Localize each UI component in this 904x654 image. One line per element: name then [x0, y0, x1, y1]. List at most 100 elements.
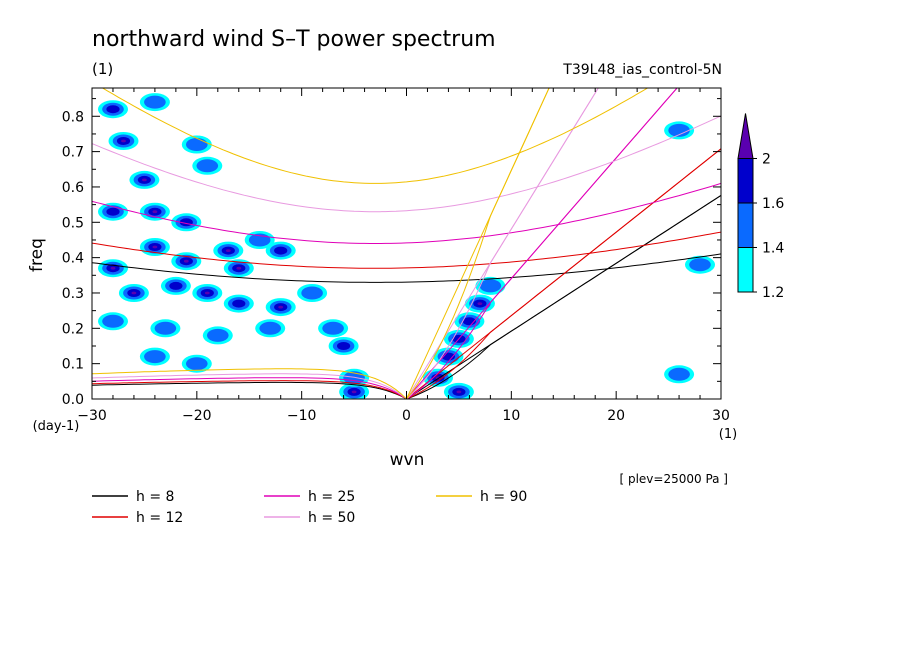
dispersion-curves [92, 88, 721, 399]
curve-group-h8 [92, 194, 721, 399]
power-blob [464, 294, 495, 313]
power-contour-level [183, 259, 189, 263]
x-axis-unit: (1) [719, 427, 737, 442]
legend: h = 8 h = 12 h = 25 h = 50 h = 90 [92, 489, 527, 526]
inertia-gravity-curve [92, 115, 721, 213]
mrg-curve [406, 194, 721, 399]
rossby-curve [92, 381, 407, 399]
mrg-curve [406, 88, 599, 399]
x-tick-label: 30 [712, 408, 730, 424]
power-blob [139, 347, 170, 366]
power-contour-level [689, 258, 711, 272]
colorbar-label: 1.2 [762, 285, 784, 301]
power-blob [139, 93, 170, 112]
chart-subtitle-left: (1) [92, 60, 113, 78]
chart-subtitle-right: T39L48_ias_control-5N [562, 62, 722, 78]
legend-label: h = 8 [136, 489, 174, 505]
y-tick-label: 0.6 [62, 180, 84, 196]
legend-item: h = 25 [264, 489, 355, 505]
power-contour-level [207, 328, 229, 342]
power-contour-level [668, 367, 690, 381]
y-tick-label: 0.0 [62, 392, 84, 408]
power-contour-level [477, 302, 483, 305]
curve-group-h12 [92, 148, 721, 399]
legend-item: h = 8 [92, 489, 174, 505]
power-blob [255, 319, 286, 338]
power-contour-level [142, 178, 147, 182]
power-contour-level [259, 321, 282, 335]
power-blob [318, 319, 349, 338]
power-contour-level [152, 245, 158, 249]
power-blob [265, 241, 296, 260]
plot-frame [91, 87, 722, 400]
curve-group-h25 [92, 88, 721, 399]
power-contour-level [225, 249, 231, 253]
legend-item: h = 90 [436, 489, 527, 505]
legend-label: h = 90 [480, 489, 527, 505]
y-tick-label: 0.8 [62, 109, 84, 125]
power-contour-level [337, 342, 351, 350]
power-contour-level [186, 138, 208, 151]
power-blob [98, 259, 128, 278]
y-tick-label: 0.1 [62, 357, 84, 373]
power-blob [171, 252, 202, 271]
y-tick-label: 0.7 [62, 145, 84, 161]
x-tick-label: 10 [502, 408, 520, 424]
power-blob [181, 354, 212, 373]
power-contour-level [131, 291, 137, 295]
rossby-curve [92, 368, 407, 399]
power-contour-level [278, 305, 284, 309]
power-contour-level [301, 286, 323, 300]
colorbar: 1.2 1.4 1.6 2 [737, 113, 784, 301]
power-contour-level [144, 350, 166, 364]
y-tick-label: 0.4 [62, 251, 84, 267]
inertia-gravity-curve [92, 231, 721, 269]
x-tick-label: 0 [402, 408, 411, 424]
colorbar-extension [737, 113, 754, 159]
legend-label: h = 50 [308, 510, 355, 526]
power-blob [192, 284, 223, 302]
power-blob [664, 121, 695, 140]
power-contour-level [456, 390, 462, 394]
inertia-gravity-curve [101, 88, 649, 184]
power-contour-level [236, 266, 242, 270]
power-blob [98, 202, 128, 221]
y-tick-label: 0.5 [62, 215, 84, 231]
power-contour-level [479, 279, 502, 293]
power-contour-level [152, 210, 158, 214]
y-tick-label: 0.2 [62, 321, 84, 337]
rossby-curve [92, 373, 407, 399]
colorbar-label: 1.4 [762, 241, 784, 257]
power-contour-level [322, 321, 344, 335]
y-axis-unit: (day-1) [33, 419, 80, 434]
power-contour-level [274, 246, 288, 255]
power-contour-level [144, 95, 166, 109]
power-blob [202, 326, 233, 345]
power-contour-level [102, 314, 124, 328]
power-blob [192, 156, 223, 175]
legend-label: h = 12 [136, 510, 183, 526]
kelvin-curve [406, 88, 550, 399]
power-blob [297, 284, 328, 302]
colorbar-label: 2 [762, 152, 771, 168]
rossby-curve [92, 380, 407, 399]
power-blob [339, 382, 370, 399]
power-contour-level [106, 207, 120, 216]
chart-title: northward wind S–T power spectrum [92, 27, 496, 52]
power-contour-level [351, 390, 357, 394]
power-blob [685, 255, 715, 274]
power-blob [443, 382, 474, 399]
colorbar-segment [737, 158, 754, 204]
power-contour-level [196, 159, 219, 173]
power-contour-level [186, 357, 208, 371]
colorbar-label: 1.6 [762, 196, 784, 212]
power-contour-level [106, 105, 120, 114]
y-tick-label: 0.3 [62, 286, 84, 302]
legend-item: h = 12 [92, 510, 183, 526]
power-blob [150, 319, 181, 338]
power-blob [328, 337, 359, 355]
x-axis-label: wvn [390, 450, 425, 470]
power-contour-level [435, 376, 441, 380]
x-tick-label: 20 [607, 408, 625, 424]
